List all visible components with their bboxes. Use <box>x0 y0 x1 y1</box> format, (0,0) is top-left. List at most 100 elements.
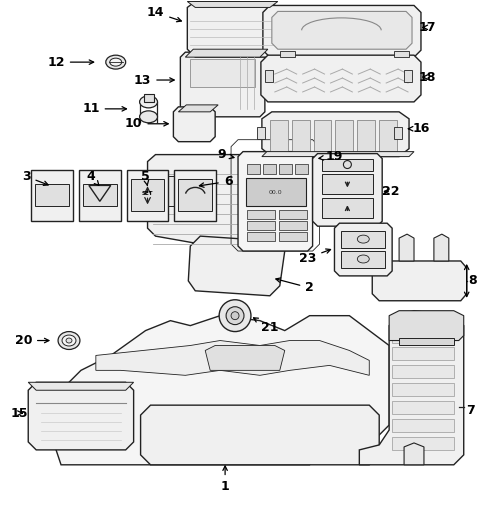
Bar <box>31 170 73 221</box>
Polygon shape <box>261 152 413 156</box>
Text: 18: 18 <box>417 71 435 84</box>
Bar <box>278 232 306 241</box>
Text: 22: 22 <box>381 185 399 198</box>
Bar <box>321 158 373 170</box>
Polygon shape <box>312 154 381 226</box>
Polygon shape <box>173 107 215 142</box>
Bar <box>313 120 331 152</box>
Text: 21: 21 <box>253 318 278 334</box>
Ellipse shape <box>139 111 157 123</box>
Polygon shape <box>187 2 277 7</box>
Bar <box>257 127 264 139</box>
Bar <box>245 179 305 206</box>
Polygon shape <box>372 261 466 301</box>
Bar <box>83 184 117 206</box>
Polygon shape <box>271 11 411 49</box>
Bar <box>393 51 408 57</box>
Text: 16: 16 <box>408 122 429 135</box>
Polygon shape <box>238 152 312 251</box>
Polygon shape <box>392 347 453 360</box>
Polygon shape <box>388 311 463 341</box>
Text: 10: 10 <box>124 117 168 130</box>
Circle shape <box>226 307 243 325</box>
Text: 00.0: 00.0 <box>269 190 282 195</box>
Polygon shape <box>140 405 378 465</box>
Polygon shape <box>190 59 255 87</box>
Bar <box>321 198 373 218</box>
Text: 8: 8 <box>468 275 476 287</box>
Polygon shape <box>261 112 408 156</box>
Bar <box>403 70 411 82</box>
Bar <box>278 211 306 219</box>
Bar <box>246 164 259 174</box>
Text: 2: 2 <box>275 278 313 294</box>
Text: 20: 20 <box>15 334 49 347</box>
Polygon shape <box>392 330 453 343</box>
Bar <box>393 127 401 139</box>
Text: SET: SET <box>141 191 153 196</box>
Bar <box>321 174 373 195</box>
Polygon shape <box>359 311 463 465</box>
Text: 5: 5 <box>141 170 150 186</box>
Polygon shape <box>180 52 264 117</box>
Polygon shape <box>260 55 420 102</box>
Polygon shape <box>392 383 453 396</box>
Bar <box>291 120 309 152</box>
Bar <box>130 180 164 211</box>
Text: 7: 7 <box>465 404 474 416</box>
Text: 23: 23 <box>298 249 330 265</box>
Bar <box>246 211 274 219</box>
Ellipse shape <box>106 55 125 69</box>
Ellipse shape <box>66 338 72 343</box>
Bar <box>357 120 375 152</box>
Bar <box>279 51 294 57</box>
Bar <box>335 120 353 152</box>
Ellipse shape <box>58 332 80 349</box>
Bar <box>143 94 153 102</box>
Ellipse shape <box>109 58 121 66</box>
Polygon shape <box>403 443 423 465</box>
Polygon shape <box>262 6 420 57</box>
Polygon shape <box>392 437 453 450</box>
Polygon shape <box>334 223 392 276</box>
Bar <box>378 120 396 152</box>
Text: 3: 3 <box>22 170 48 185</box>
Bar <box>264 70 272 82</box>
Text: 4: 4 <box>86 170 99 185</box>
Text: 1: 1 <box>220 466 229 493</box>
Ellipse shape <box>62 335 76 346</box>
Polygon shape <box>187 2 277 57</box>
Polygon shape <box>398 234 413 261</box>
Polygon shape <box>188 236 284 296</box>
Text: 19: 19 <box>318 150 343 163</box>
Ellipse shape <box>139 96 157 108</box>
Polygon shape <box>185 49 267 57</box>
Polygon shape <box>433 234 448 261</box>
Ellipse shape <box>357 235 368 243</box>
Bar <box>126 170 168 221</box>
Bar <box>35 184 69 206</box>
Text: 15: 15 <box>11 407 28 420</box>
Text: 12: 12 <box>47 56 93 69</box>
Ellipse shape <box>357 255 368 263</box>
Text: 9: 9 <box>217 148 233 161</box>
Text: 17: 17 <box>417 21 435 34</box>
Bar <box>278 221 306 230</box>
Circle shape <box>219 300 250 332</box>
Bar <box>341 251 384 268</box>
Circle shape <box>230 312 239 319</box>
Bar <box>269 120 287 152</box>
Polygon shape <box>392 419 453 432</box>
Bar <box>262 164 275 174</box>
Bar <box>79 170 121 221</box>
Text: 6: 6 <box>199 175 232 188</box>
Bar <box>341 231 384 248</box>
Polygon shape <box>28 382 134 450</box>
Polygon shape <box>205 346 284 370</box>
Bar <box>174 170 216 221</box>
Polygon shape <box>178 105 218 112</box>
Text: 13: 13 <box>134 73 174 87</box>
Bar <box>294 164 307 174</box>
Polygon shape <box>147 155 247 251</box>
Polygon shape <box>28 382 134 390</box>
